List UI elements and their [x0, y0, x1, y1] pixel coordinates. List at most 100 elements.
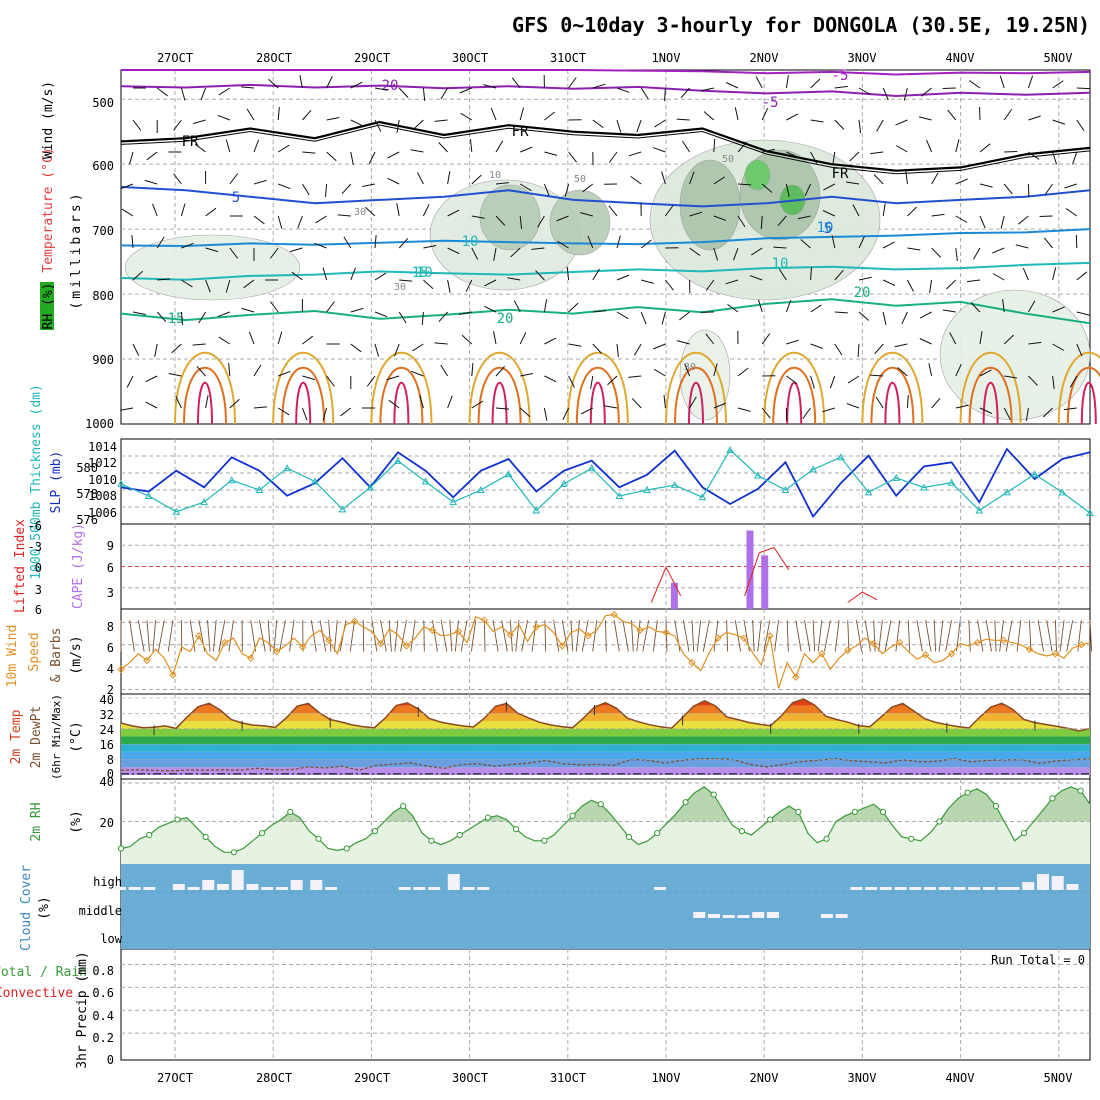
wind-barb	[834, 311, 848, 314]
wind-barb	[797, 215, 811, 220]
wind-barbs-axis-label: & Barbs	[49, 628, 64, 683]
rh-point	[823, 835, 830, 842]
temp-tick: 0	[107, 767, 114, 781]
pressure-tick: 700	[92, 224, 114, 238]
high-cloud-bar	[865, 887, 878, 890]
wind-barb	[217, 311, 230, 318]
wind-barb-10m	[795, 620, 802, 652]
thickness-point	[1030, 470, 1039, 478]
high-cloud-bar	[398, 887, 411, 890]
thickness-point	[310, 477, 319, 485]
wind-barb-10m	[394, 620, 399, 652]
wind-barb	[684, 363, 691, 377]
high-cloud-bar	[275, 887, 288, 890]
wind-barb	[374, 87, 388, 91]
wind-barb	[786, 113, 799, 121]
high-cloud-bar	[290, 880, 303, 890]
thickness-point	[477, 485, 485, 493]
wind-barb	[778, 268, 787, 281]
high-cloud-bar	[924, 887, 937, 890]
temperature-axis-label: Temperature (°C)	[41, 147, 56, 272]
wind-barb	[852, 204, 860, 217]
wind-barb	[907, 206, 918, 217]
isotherm-label: FR	[512, 124, 529, 140]
surface-isotherm	[786, 381, 803, 425]
rh2m-axis: 40 20 2m RH (%)	[29, 775, 114, 842]
wind-barb	[568, 375, 575, 388]
wind-barb	[374, 343, 380, 357]
wind-barb	[535, 270, 545, 281]
wind-barb	[1052, 151, 1058, 165]
wind-barb-10m	[878, 620, 883, 652]
wind-barb	[653, 343, 666, 350]
wind-barb	[1065, 208, 1078, 217]
thickness-point	[1058, 488, 1067, 496]
wind-barb-10m	[492, 620, 499, 652]
cloud-axis: high middle low Cloud Cover (%)	[19, 865, 123, 951]
cloud-background	[121, 864, 1090, 949]
wind-barb	[277, 215, 283, 229]
wind-barb	[447, 279, 451, 293]
wind-barb	[823, 183, 836, 191]
wind-barb	[277, 107, 280, 121]
wind-barb	[192, 119, 206, 125]
cloud-level-label: low	[100, 932, 122, 946]
wind-barb	[760, 215, 763, 230]
wind-barb-10m	[470, 620, 477, 652]
top-date-label: 28OCT	[256, 51, 292, 65]
wind-barb-10m	[847, 620, 850, 652]
wind-barb	[654, 119, 666, 128]
high-cloud-bar	[462, 887, 475, 890]
wind-barb	[1044, 237, 1053, 249]
wind-barb	[705, 279, 715, 291]
wind-barb	[194, 143, 206, 153]
wind-barb	[653, 147, 666, 153]
wind-barb	[366, 375, 376, 387]
wind-speed-point	[947, 650, 956, 658]
wind-barb	[734, 107, 739, 121]
isotherm-line	[121, 69, 1091, 76]
wind-barb	[419, 395, 424, 409]
wind-barb	[931, 397, 941, 409]
wind-barb	[205, 395, 209, 409]
wind-barb	[700, 87, 714, 92]
wind-barb	[537, 215, 545, 228]
wind-barb	[870, 374, 884, 377]
wind-barb-10m	[258, 620, 266, 652]
thickness-point	[920, 483, 928, 491]
wind-barb	[1052, 343, 1065, 351]
wind-barb	[156, 87, 168, 97]
wind-barb	[399, 279, 413, 282]
thickness-point	[366, 483, 375, 491]
cape-tick: 6	[107, 561, 114, 575]
temp-band	[121, 767, 1090, 775]
wind-barb	[705, 333, 715, 345]
wind-barb	[168, 373, 182, 377]
wind-barb	[447, 171, 451, 185]
high-cloud-bar	[654, 887, 666, 890]
high-cloud-bar	[850, 887, 863, 890]
wind-barb	[173, 173, 182, 185]
wind-barb	[713, 247, 719, 261]
rh-point	[682, 799, 689, 806]
wind-barb	[580, 212, 593, 217]
wind-barb	[180, 203, 186, 217]
wind-speed-point	[999, 636, 1008, 645]
wind-barb	[229, 173, 239, 185]
wind-barb-10m	[817, 620, 823, 652]
wind-barb	[810, 304, 822, 313]
li-tick: 6	[35, 603, 42, 617]
high-cloud-bar	[428, 887, 441, 890]
wind-barb	[556, 215, 569, 222]
wind-barb	[495, 407, 509, 410]
rh-point	[767, 816, 774, 823]
wind-barb	[931, 172, 939, 185]
wind-barb	[1003, 407, 1011, 420]
rh-point	[992, 803, 1000, 810]
isotherm-label: 20	[382, 78, 399, 94]
thickness-point	[560, 479, 568, 487]
wind-speed-point	[895, 638, 904, 647]
run-total-label: Run Total = 0	[991, 953, 1085, 967]
wind-barb	[1052, 80, 1064, 89]
